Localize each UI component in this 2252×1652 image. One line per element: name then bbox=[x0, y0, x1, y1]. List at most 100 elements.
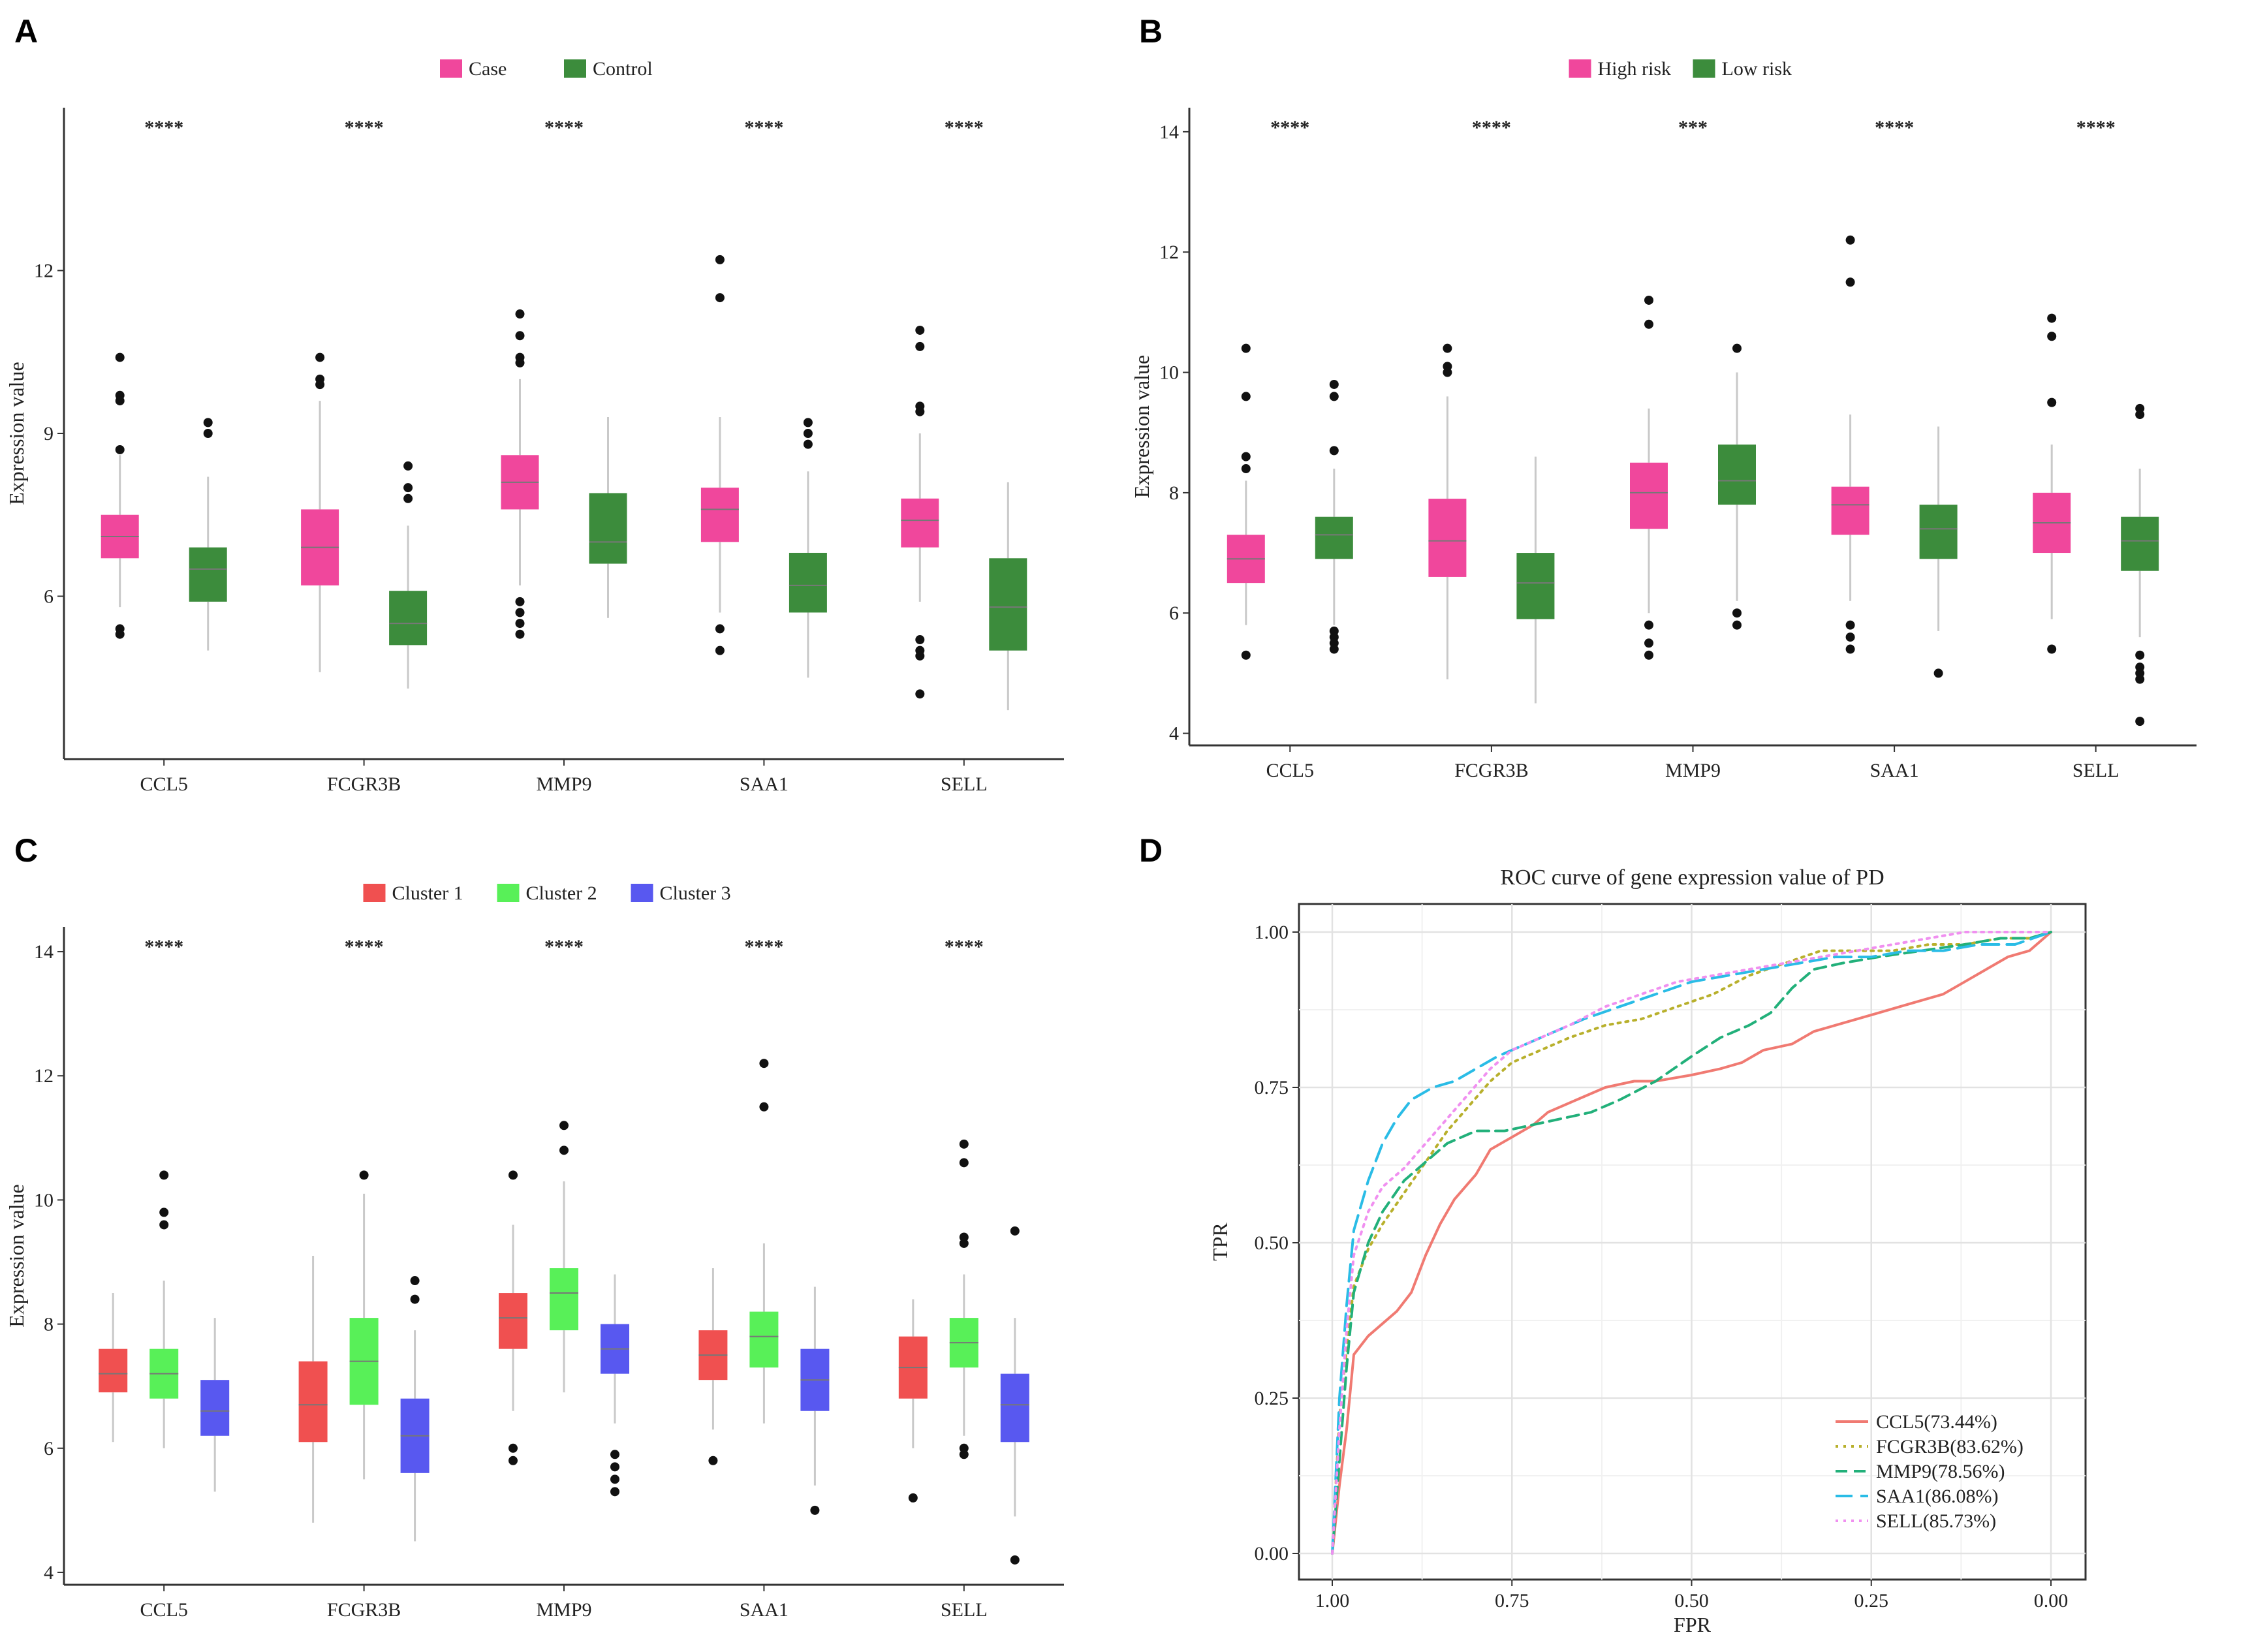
chart-title: ROC curve of gene expression value of PD bbox=[1500, 865, 1884, 890]
outlier-point bbox=[410, 1294, 420, 1304]
significance-label: **** bbox=[544, 117, 584, 138]
legend-swatch-low-risk bbox=[1693, 59, 1715, 78]
outlier-point bbox=[515, 358, 525, 367]
x-tick-label-saa1: SAA1 bbox=[1870, 760, 1919, 781]
box-low-risk-mmp9 bbox=[1718, 444, 1756, 505]
outlier-point bbox=[159, 1220, 169, 1230]
legend-label-saa1: SAA1(86.08%) bbox=[1876, 1486, 1999, 1507]
outlier-point bbox=[610, 1462, 619, 1472]
outlier-point bbox=[2135, 674, 2145, 684]
y-tick-label: 9 bbox=[44, 423, 54, 444]
y-tick-label: 6 bbox=[1169, 602, 1179, 624]
outlier-point bbox=[1010, 1555, 1020, 1565]
box-control-fcgr3b bbox=[389, 591, 428, 646]
legend-label-ccl5: CCL5(73.44%) bbox=[1876, 1411, 1997, 1433]
roc-curve-fcgr3b bbox=[1331, 931, 2052, 1555]
outlier-point bbox=[1845, 235, 1855, 245]
box-cluster-2-saa1 bbox=[749, 1311, 779, 1368]
outlier-point bbox=[315, 380, 325, 390]
x-tick-label-fcgr3b: FCGR3B bbox=[327, 773, 401, 795]
outlier-point bbox=[515, 309, 525, 319]
outlier-point bbox=[915, 651, 925, 661]
outlier-point bbox=[159, 1208, 169, 1217]
outlier-point bbox=[203, 418, 213, 428]
x-tick-label-sell: SELL bbox=[941, 773, 988, 795]
y-tick-label: 6 bbox=[44, 1438, 54, 1459]
y-tick-label: 12 bbox=[1159, 242, 1179, 263]
outlier-point bbox=[959, 1158, 969, 1168]
outlier-point bbox=[915, 635, 925, 645]
box-case-sell bbox=[901, 498, 939, 548]
legend-label-case: Case bbox=[469, 58, 507, 80]
outlier-point bbox=[1329, 446, 1339, 456]
outlier-point bbox=[708, 1456, 718, 1465]
outlier-point bbox=[203, 429, 213, 438]
x-tick-label-mmp9: MMP9 bbox=[1665, 760, 1721, 781]
legend-swatch-case bbox=[440, 59, 462, 78]
x-tick-label: 0.50 bbox=[1674, 1590, 1709, 1612]
x-tick-label: 1.00 bbox=[1315, 1590, 1350, 1612]
y-axis-label: Expression value bbox=[5, 362, 28, 505]
outlier-point bbox=[115, 629, 125, 639]
y-tick-label: 0.25 bbox=[1255, 1388, 1289, 1409]
outlier-point bbox=[403, 483, 413, 493]
y-axis-label: Expression value bbox=[5, 1184, 28, 1328]
outlier-point bbox=[1732, 343, 1742, 353]
significance-label: **** bbox=[345, 936, 384, 958]
outlier-point bbox=[1329, 379, 1339, 389]
legend-label-cluster-2: Cluster 2 bbox=[526, 882, 597, 904]
outlier-point bbox=[2047, 397, 2057, 407]
outlier-point bbox=[915, 325, 925, 335]
y-tick-label: 0.00 bbox=[1255, 1543, 1289, 1565]
roc-curve-ccl5 bbox=[1331, 931, 2052, 1555]
outlier-point bbox=[1241, 464, 1251, 474]
y-tick-label: 6 bbox=[44, 586, 54, 608]
significance-label: **** bbox=[2076, 117, 2116, 138]
box-cluster-1-mmp9 bbox=[499, 1293, 527, 1349]
significance-label: **** bbox=[1472, 117, 1511, 138]
outlier-point bbox=[559, 1145, 569, 1155]
outlier-point bbox=[1644, 620, 1653, 630]
outlier-point bbox=[1443, 343, 1452, 353]
significance-label: **** bbox=[144, 117, 183, 138]
outlier-point bbox=[508, 1443, 518, 1453]
outlier-point bbox=[1845, 620, 1855, 630]
outlier-point bbox=[803, 439, 813, 449]
legend-label-cluster-1: Cluster 1 bbox=[392, 882, 463, 904]
significance-label: **** bbox=[744, 936, 783, 958]
box-low-risk-saa1 bbox=[1919, 505, 1958, 559]
x-tick-label-sell: SELL bbox=[2072, 760, 2119, 781]
outlier-point bbox=[1241, 392, 1251, 401]
outlier-point bbox=[759, 1102, 769, 1112]
outlier-point bbox=[915, 341, 925, 351]
box-low-risk-sell bbox=[2121, 516, 2159, 571]
legend-label-mmp9: MMP9(78.56%) bbox=[1876, 1461, 2005, 1482]
outlier-point bbox=[959, 1450, 969, 1459]
panel-label-a: A bbox=[14, 13, 38, 50]
significance-label: **** bbox=[945, 117, 984, 138]
y-tick-label: 8 bbox=[44, 1314, 54, 1335]
outlier-point bbox=[115, 444, 125, 454]
outlier-point bbox=[2135, 650, 2145, 660]
y-tick-label: 0.75 bbox=[1255, 1077, 1289, 1099]
outlier-point bbox=[1644, 319, 1653, 329]
y-tick-label: 10 bbox=[1159, 362, 1179, 384]
outlier-point bbox=[2047, 332, 2057, 341]
y-tick-label: 12 bbox=[34, 1065, 54, 1087]
box-cluster-3-sell bbox=[1000, 1373, 1029, 1442]
legend-swatch-cluster-1 bbox=[363, 884, 386, 902]
x-tick-label-mmp9: MMP9 bbox=[536, 1599, 591, 1621]
y-tick-label: 4 bbox=[44, 1562, 54, 1583]
outlier-point bbox=[403, 493, 413, 503]
y-tick-label: 10 bbox=[34, 1189, 54, 1211]
x-axis-label: FPR bbox=[1674, 1613, 1712, 1636]
x-tick-label-saa1: SAA1 bbox=[740, 773, 789, 795]
outlier-point bbox=[1933, 668, 1943, 678]
outlier-point bbox=[403, 461, 413, 471]
box-cluster-1-ccl5 bbox=[99, 1348, 128, 1393]
x-tick-label: 0.25 bbox=[1854, 1590, 1889, 1612]
x-tick-label-fcgr3b: FCGR3B bbox=[327, 1599, 401, 1621]
significance-label: **** bbox=[1875, 117, 1914, 138]
box-control-sell bbox=[989, 558, 1027, 651]
